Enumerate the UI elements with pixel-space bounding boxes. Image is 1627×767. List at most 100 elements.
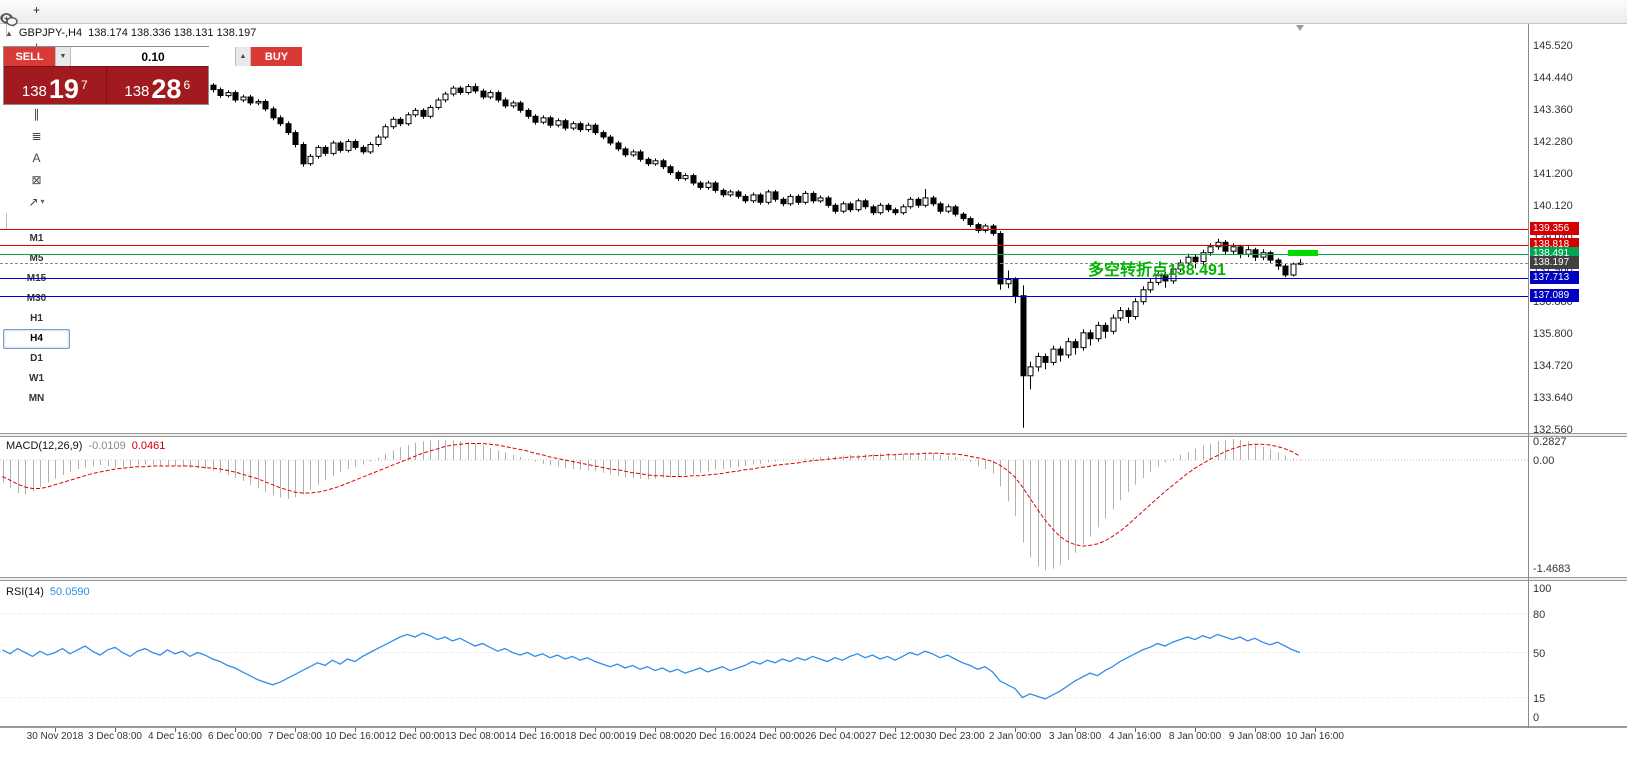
- time-axis-label: 2 Jan 00:00: [988, 731, 1042, 742]
- one-click-toggle-icon[interactable]: ▲: [5, 28, 13, 38]
- price-axis-label: 143.360: [1533, 104, 1573, 116]
- symbol-info: ▲ GBPJPY-,H4 138.174 138.336 138.131 138…: [5, 27, 256, 39]
- time-axis-label: 7 Dec 08:00: [268, 731, 322, 742]
- rsi-line: [2, 632, 1301, 700]
- label-icon: ⊠: [31, 172, 42, 187]
- timeframe-button-mn[interactable]: MN: [28, 393, 45, 404]
- buy-button[interactable]: BUY: [251, 47, 302, 66]
- time-axis-tick: [655, 728, 656, 732]
- macd-signal-line: [2, 443, 1301, 547]
- timeframe-button-m5[interactable]: M5: [29, 253, 44, 264]
- macd-name: MACD(12,26,9): [6, 440, 83, 452]
- time-axis-label: 8 Jan 00:00: [1168, 731, 1222, 742]
- time-axis-label: 4 Jan 16:00: [1108, 731, 1162, 742]
- time-axis-label: 6 Dec 00:00: [208, 731, 262, 742]
- channel-icon[interactable]: ∥: [3, 103, 70, 125]
- horizontal-line-138.491[interactable]: [0, 254, 1528, 255]
- time-axis-tick: [595, 728, 596, 732]
- bid-price-box[interactable]: 138 19 7: [4, 67, 106, 104]
- timeframe-button-h1[interactable]: H1: [30, 313, 43, 324]
- horizontal-line-139.356[interactable]: [0, 229, 1528, 230]
- rsi-axis-label: 15: [1533, 693, 1546, 705]
- rsi-axis-label: 100: [1533, 583, 1552, 595]
- time-axis-tick: [355, 728, 356, 732]
- time-axis-label: 19 Dec 08:00: [625, 731, 685, 742]
- time-axis-tick: [415, 728, 416, 732]
- macd-signal-value: 0.0461: [131, 440, 166, 452]
- separator-price-macd[interactable]: [0, 433, 1627, 437]
- price-line-tag: 139.356: [1530, 222, 1579, 235]
- time-axis-tick: [175, 728, 176, 732]
- label-icon[interactable]: ⊠: [3, 169, 70, 191]
- bid-point: 7: [80, 78, 88, 92]
- horizontal-line-138.197[interactable]: [0, 263, 1528, 264]
- macd-label-row: MACD(12,26,9) -0.0109 0.0461: [6, 440, 165, 452]
- arrows-dropdown-icon[interactable]: ↗ ▾: [3, 191, 70, 213]
- toolbar-separator: [6, 20, 7, 37]
- rsi-panel-canvas[interactable]: [0, 581, 1528, 726]
- bid-big-figure: 138: [21, 83, 47, 100]
- time-axis-label: 30 Dec 23:00: [925, 731, 985, 742]
- timeframe-button-d1[interactable]: D1: [30, 353, 43, 364]
- time-axis-label: 14 Dec 16:00: [505, 731, 565, 742]
- time-axis-tick: [115, 728, 116, 732]
- bid-pips: 19: [48, 74, 79, 104]
- price-axis-label: 133.640: [1533, 392, 1573, 404]
- time-axis-tick: [775, 728, 776, 732]
- time-axis-tick: [235, 728, 236, 732]
- crosshair-icon: +: [32, 2, 40, 17]
- time-axis-label: 3 Dec 08:00: [88, 731, 142, 742]
- macd-axis-label: 0.00: [1533, 455, 1555, 467]
- price-axis-label: 140.120: [1533, 200, 1573, 212]
- timeframe-button-w1[interactable]: W1: [29, 373, 44, 384]
- lot-decrease-spinner[interactable]: ▼: [55, 47, 71, 66]
- time-axis-label: 10 Dec 16:00: [325, 731, 385, 742]
- time-axis-tick: [835, 728, 836, 732]
- timeframe-button-m30[interactable]: M30: [26, 293, 47, 304]
- timeframe-button-m1[interactable]: M1: [29, 233, 44, 244]
- rsi-axis-label: 0: [1533, 712, 1540, 724]
- chevron-down-icon: ▾: [40, 197, 45, 206]
- time-axis-label: 20 Dec 16:00: [685, 731, 745, 742]
- time-axis-label: 10 Jan 16:00: [1286, 731, 1344, 742]
- time-axis-tick: [55, 728, 56, 732]
- macd-panel-canvas[interactable]: [0, 437, 1528, 577]
- ohlc-values: 138.174 138.336 138.131 138.197: [88, 27, 257, 39]
- price-axis-label: 134.720: [1533, 360, 1573, 372]
- time-axis-tick: [1015, 728, 1016, 732]
- symbol-period-label: GBPJPY-,H4: [18, 27, 83, 39]
- green-level-segment[interactable]: [1288, 250, 1318, 256]
- price-axis-label: 142.280: [1533, 136, 1573, 148]
- time-axis-label: 3 Jan 08:00: [1048, 731, 1102, 742]
- ask-price-box[interactable]: 138 28 6: [105, 67, 208, 104]
- time-axis-tick: [535, 728, 536, 732]
- pivot-annotation-text[interactable]: 多空转折点138.491: [1088, 262, 1226, 279]
- fibonacci-icon[interactable]: ≣: [3, 125, 70, 147]
- separator-rsi-timeaxis[interactable]: [0, 726, 1627, 728]
- lot-increase-spinner[interactable]: ▲: [235, 47, 251, 66]
- horizontal-line-137.089[interactable]: [0, 296, 1528, 297]
- time-axis[interactable]: [0, 728, 1627, 767]
- time-axis-label: 26 Dec 04:00: [805, 731, 865, 742]
- rsi-value: 50.0590: [49, 586, 90, 598]
- rsi-axis-label: 80: [1533, 609, 1546, 621]
- ask-big-figure: 138: [124, 83, 150, 100]
- macd-axis-label: 0.2827: [1533, 436, 1567, 448]
- time-axis-label: 24 Dec 00:00: [745, 731, 805, 742]
- timeframe-button-h4[interactable]: H4: [3, 328, 70, 349]
- text-icon[interactable]: A: [3, 147, 70, 169]
- sell-button[interactable]: SELL: [4, 47, 55, 66]
- macd-histogram: [3, 439, 1301, 571]
- lot-size-input[interactable]: [71, 47, 235, 66]
- separator-macd-rsi[interactable]: [0, 577, 1627, 581]
- rsi-axis-label: 50: [1533, 648, 1546, 660]
- time-axis-tick: [1075, 728, 1076, 732]
- ask-pips: 28: [151, 74, 182, 104]
- toolbar-separator: [6, 212, 7, 229]
- horizontal-line-138.818[interactable]: [0, 245, 1528, 246]
- crosshair-icon[interactable]: +: [3, 0, 70, 21]
- horizontal-line-137.713[interactable]: [0, 278, 1528, 279]
- time-axis-tick: [1195, 728, 1196, 732]
- rsi-name: RSI(14): [6, 586, 44, 598]
